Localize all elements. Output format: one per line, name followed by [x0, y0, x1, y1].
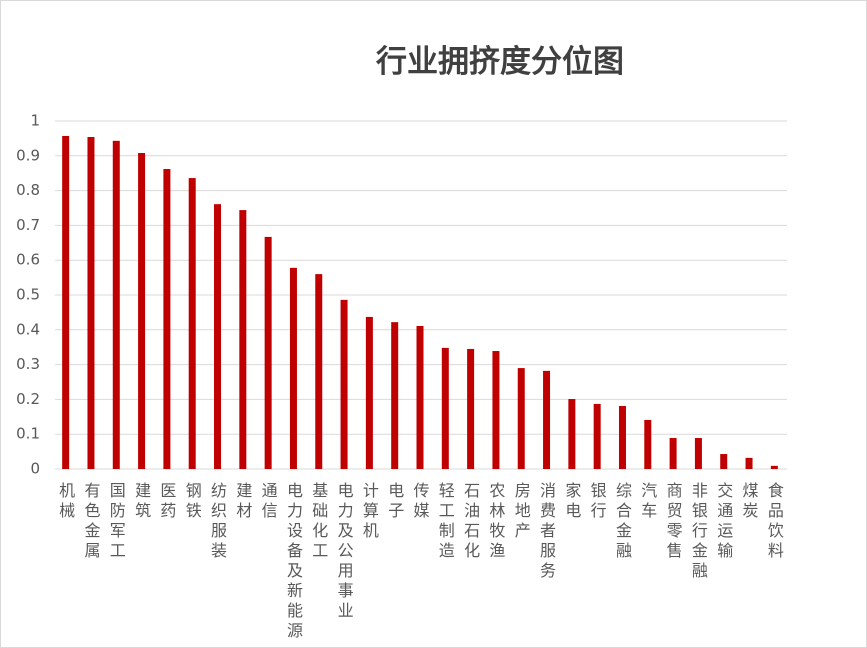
x-tick-label: 通信 [259, 482, 278, 522]
x-tick-label: 建材 [233, 482, 252, 522]
bar [264, 236, 272, 469]
y-tick-label: 0.5 [16, 286, 40, 304]
bar [214, 204, 222, 469]
x-tick-label: 煤炭 [740, 482, 759, 522]
x-tick-label: 有色金属 [81, 482, 100, 562]
x-tick-label: 农林牧渔 [486, 482, 505, 562]
bar [365, 316, 373, 469]
y-tick-label: 0.1 [16, 425, 40, 443]
bar [441, 347, 449, 469]
bar [568, 399, 576, 469]
bar [669, 438, 677, 469]
bar [618, 406, 626, 469]
x-tick-label: 石油石化 [461, 482, 480, 562]
x-tick-label: 商贸零售 [664, 482, 683, 562]
bar [694, 438, 702, 469]
bar [492, 351, 500, 469]
x-tick-label: 机械 [56, 482, 75, 522]
x-tick-label: 轻工制造 [436, 482, 455, 562]
bar [391, 322, 399, 469]
bar [239, 210, 247, 469]
x-tick-label: 房地产 [512, 482, 531, 542]
bar [62, 135, 70, 470]
bar [315, 274, 323, 469]
bar [770, 465, 778, 469]
x-tick-label: 国防军工 [107, 482, 126, 562]
x-tick-label: 消费者服务 [537, 482, 556, 582]
x-tick-label: 银行 [588, 482, 607, 522]
y-tick-label: 0.7 [16, 216, 40, 234]
bar [467, 348, 475, 469]
x-tick-label: 建筑 [132, 482, 151, 522]
bar [517, 368, 525, 469]
y-tick-label: 0.4 [16, 320, 40, 338]
bar [112, 140, 120, 469]
x-tick-label: 基础化工 [309, 482, 328, 562]
bar [163, 169, 171, 470]
bar [745, 457, 753, 469]
x-tick-label: 电子 [385, 482, 404, 522]
chart-title: 行业拥挤度分位图 [375, 44, 624, 80]
x-tick-label: 家电 [562, 482, 581, 522]
x-tick-label: 汽车 [638, 482, 657, 522]
x-tick-label: 综合金融 [613, 482, 632, 562]
bar [138, 153, 146, 470]
x-tick-label: 交通运输 [714, 482, 733, 562]
y-tick-label: 0.9 [16, 146, 40, 164]
x-tick-label: 医药 [157, 482, 176, 522]
x-tick-label: 钢铁 [183, 482, 202, 522]
x-tick-label: 电力设备及新能源 [284, 482, 303, 642]
bar [720, 454, 728, 469]
x-tick-label: 纺织服装 [208, 482, 227, 562]
y-tick-label: 1 [30, 112, 40, 130]
y-tick-label: 0.3 [16, 355, 40, 373]
bar [543, 370, 551, 469]
x-tick-label: 传媒 [411, 482, 430, 522]
bar [289, 267, 297, 469]
bar [87, 137, 95, 469]
x-tick-label: 食品饮料 [765, 482, 784, 562]
bar [188, 178, 196, 469]
y-tick-label: 0.6 [16, 251, 40, 269]
x-tick-label: 非银行金融 [689, 482, 708, 582]
bar [340, 299, 348, 469]
x-tick-label: 电力及公用事业 [335, 482, 354, 622]
bar [644, 419, 652, 469]
y-tick-label: 0 [30, 460, 40, 478]
bar [416, 325, 424, 469]
x-tick-label: 计算机 [360, 482, 379, 542]
y-tick-label: 0.2 [16, 390, 40, 408]
y-tick-label: 0.8 [16, 181, 40, 199]
bar [593, 403, 601, 469]
